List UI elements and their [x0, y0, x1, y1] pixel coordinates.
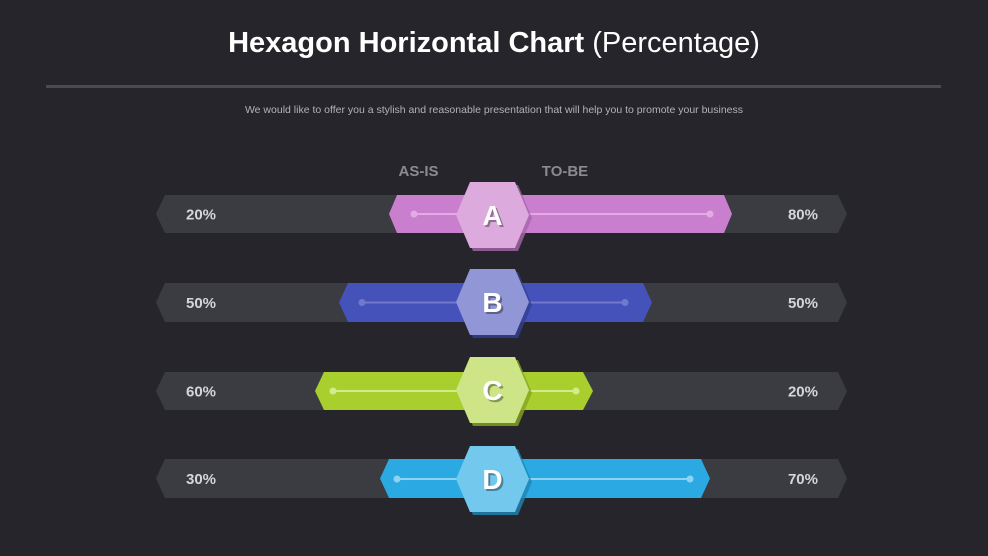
to-be-dot [572, 387, 580, 395]
to-be-value: 70% [788, 471, 818, 488]
to-be-value: 50% [788, 295, 818, 312]
to-be-dot [706, 210, 714, 218]
hexagon-letter: B [482, 287, 502, 318]
hexagon-letter-shadow: B [484, 289, 504, 320]
to-be-header: TO-BE [542, 163, 588, 180]
hexagon-icon [456, 182, 529, 248]
as-is-header: AS-IS [398, 163, 438, 180]
hexagon-icon [456, 446, 529, 512]
hexagon-letter: D [482, 464, 502, 495]
as-is-dot [358, 299, 366, 306]
title-bold: Hexagon Horizontal Chart [228, 27, 585, 59]
as-is-dot [410, 210, 418, 218]
as-is-value: 20% [186, 207, 216, 224]
title-light: (Percentage) [584, 27, 760, 59]
as-is-dot [393, 475, 401, 483]
subtitle: We would like to offer you a stylish and… [244, 104, 744, 116]
hexagon-letter-shadow: C [484, 377, 504, 408]
hexagon-letter-shadow: A [484, 202, 504, 233]
page-title: Hexagon Horizontal Chart (Percentage) [0, 24, 988, 62]
row-a: A A 20% 80% [156, 182, 847, 251]
row-b: B B 50% 50% [156, 269, 847, 338]
hexagon-letter: A [482, 200, 502, 231]
hexagon-icon [456, 269, 529, 335]
as-is-value: 30% [186, 471, 216, 488]
to-be-dot [686, 475, 694, 483]
hexagon-letter: C [482, 375, 502, 406]
row-d: D D 30% 70% [156, 446, 847, 515]
title-divider [46, 85, 941, 88]
as-is-value: 60% [186, 384, 216, 401]
as-is-value: 50% [186, 295, 216, 312]
as-is-dot [329, 387, 337, 395]
to-be-value: 80% [788, 207, 818, 224]
row-c: C C 60% 20% [156, 357, 847, 426]
to-be-dot [621, 299, 629, 306]
hexagon-icon [456, 357, 529, 423]
hexagon-letter-shadow: D [484, 466, 504, 497]
to-be-value: 20% [788, 384, 818, 401]
